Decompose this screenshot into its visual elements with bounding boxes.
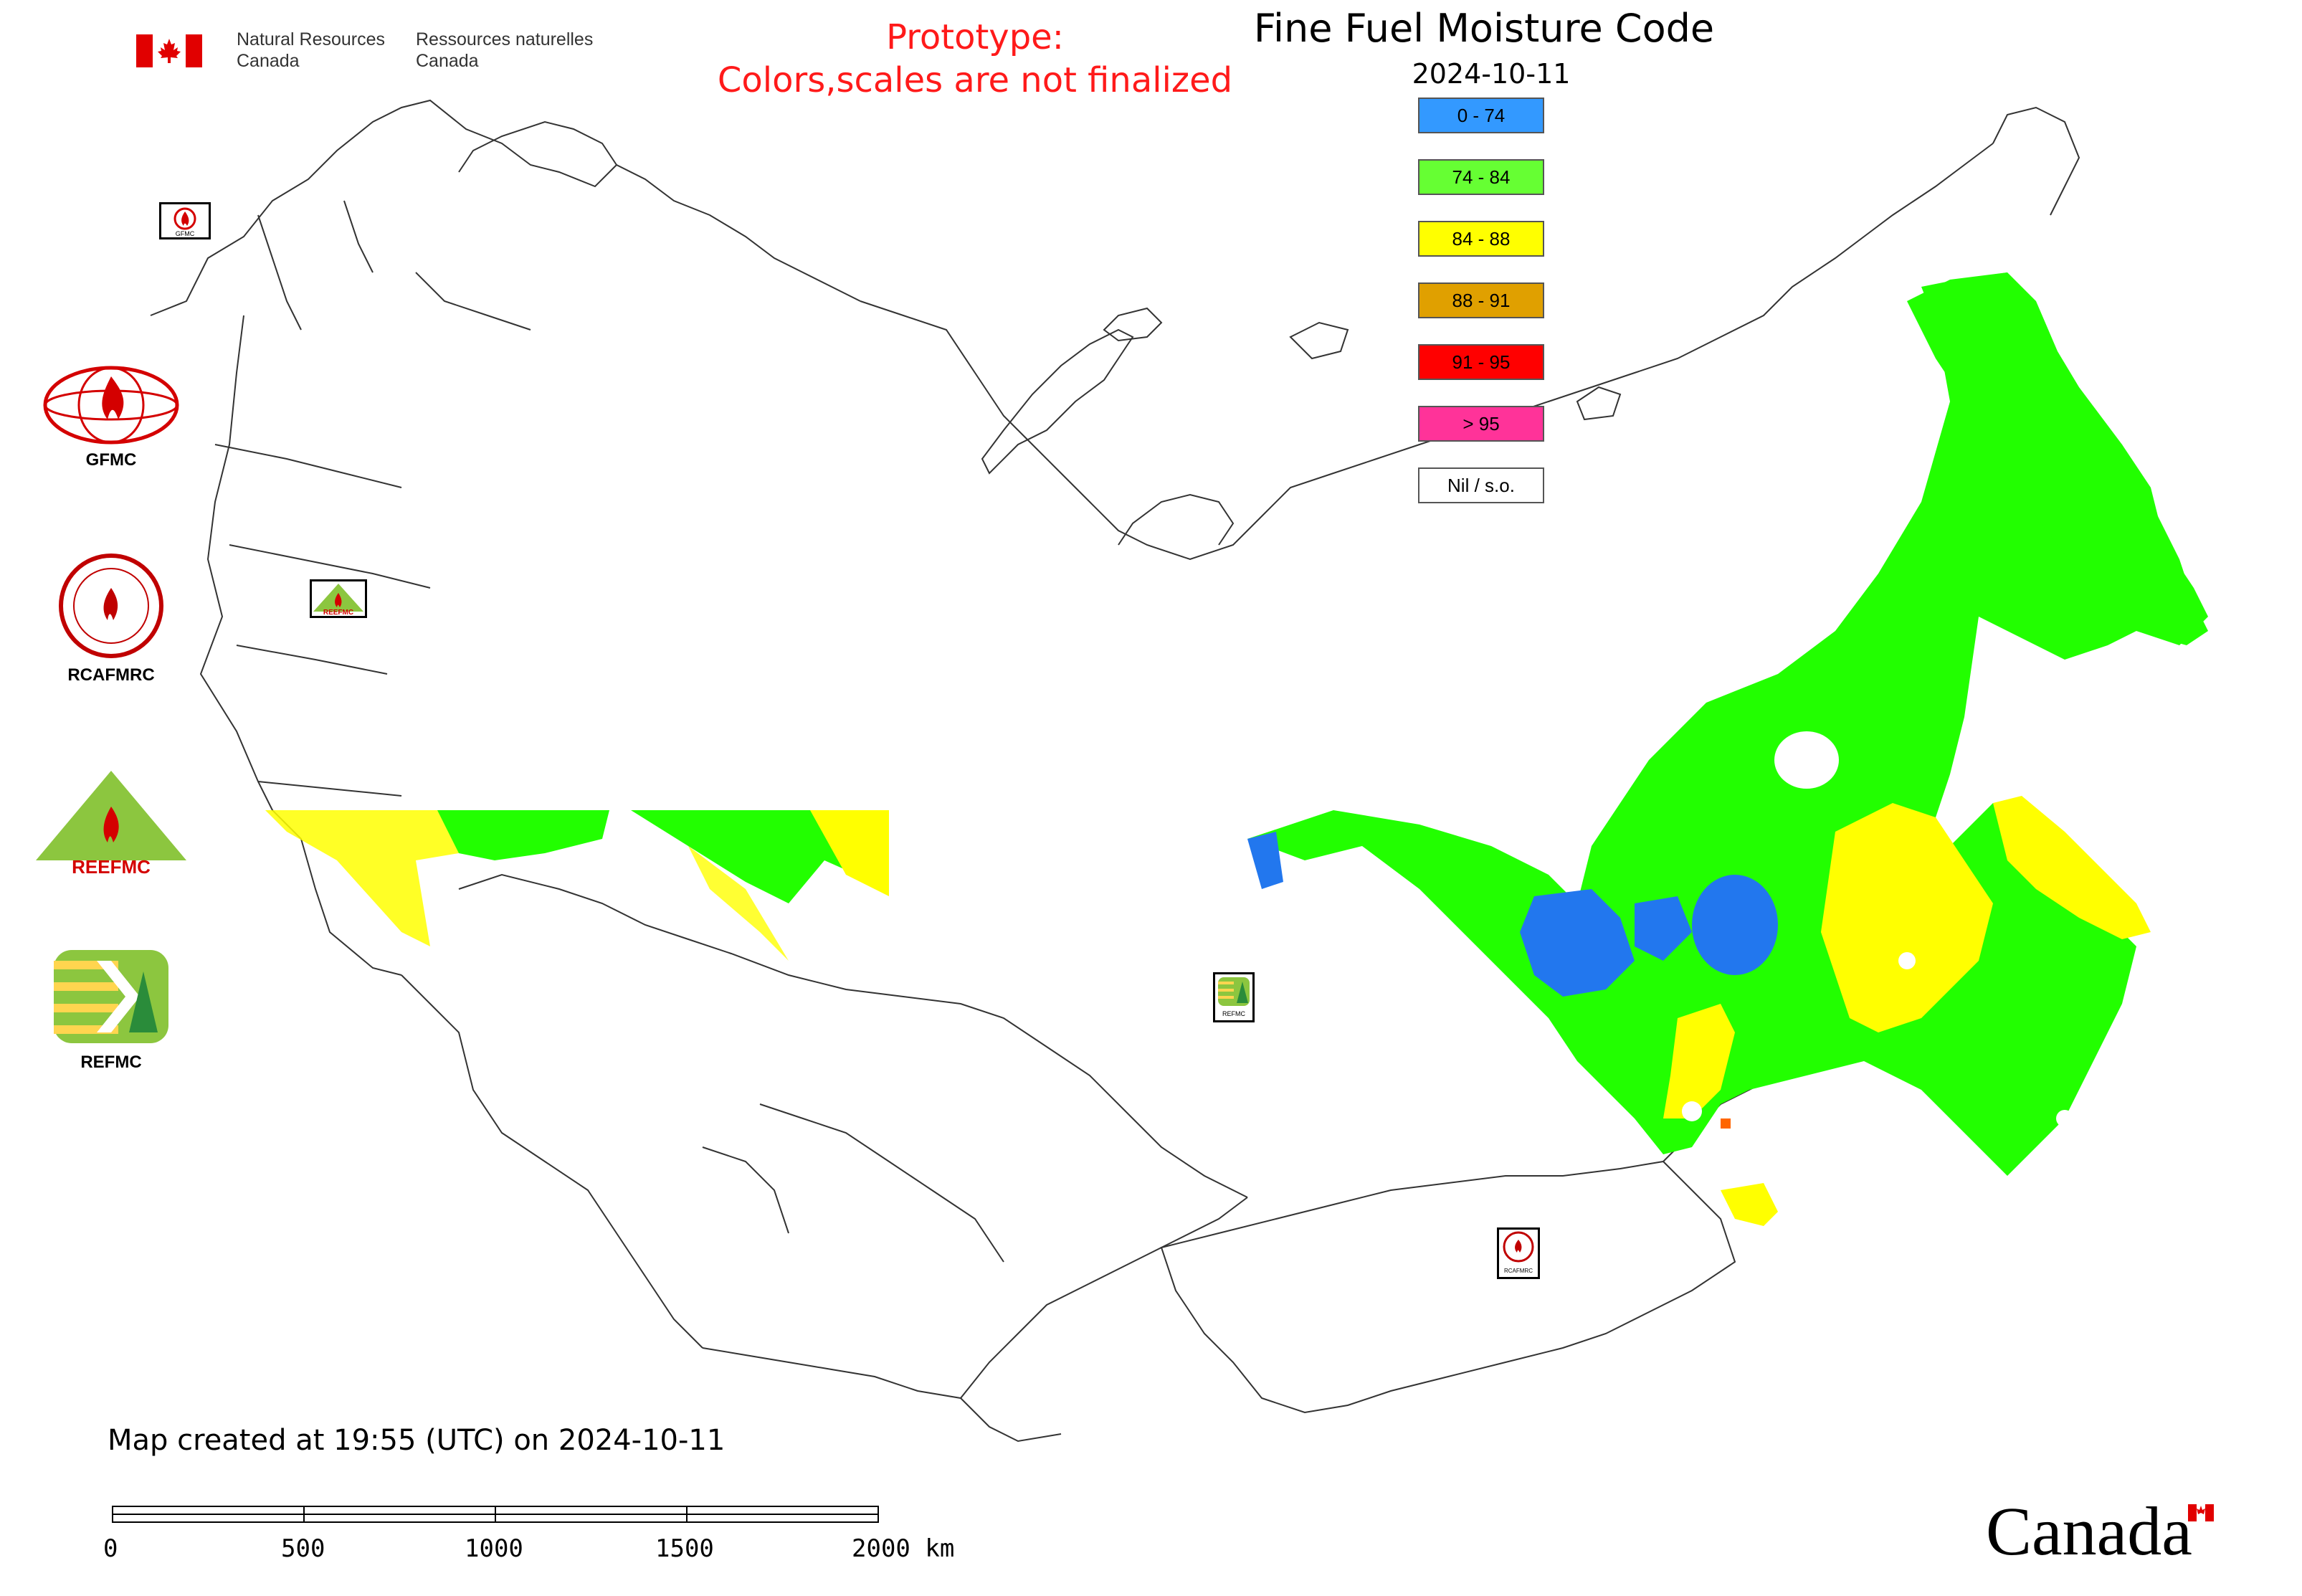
side-logo-gfmc-label: GFMC — [85, 450, 137, 470]
scale-label-1500: 1500 — [655, 1534, 714, 1563]
prototype-notice-line2: Colors,scales are not finalized — [717, 60, 1233, 100]
signature-english-line2: Canada — [237, 51, 300, 71]
prototype-notice: Prototype: Colors,scales are not finaliz… — [631, 16, 1319, 102]
gfmc-marker-icon: GFMC — [173, 207, 196, 237]
refmc-marker-text: REFMC — [1222, 1010, 1245, 1017]
scale-label-2000: 2000 km — [852, 1534, 955, 1563]
reefmc-map-marker[interactable]: REEFMC — [310, 579, 367, 618]
gfmc-map-marker[interactable]: GFMC — [159, 202, 211, 239]
map-title: Fine Fuel Moisture Code — [1253, 6, 1715, 51]
legend-item-nil: Nil / s.o. — [1418, 467, 1544, 503]
refmc-map-marker[interactable]: REFMC — [1213, 972, 1255, 1022]
canada-wordmark-logo: Canada — [1986, 1493, 2214, 1569]
scale-label-500: 500 — [281, 1534, 325, 1563]
rcafmrc-marker-icon: RCAFMRC — [1503, 1231, 1534, 1274]
signature-french-line2: Canada — [416, 51, 479, 71]
reefmc-triangle-icon: REEFMC — [36, 771, 186, 878]
signature-french-line1: Ressources naturelles — [416, 29, 594, 49]
reefmc-marker-text: REEFMC — [323, 609, 353, 616]
rcafmrc-map-marker[interactable]: RCAFMRC — [1497, 1227, 1540, 1279]
wordmark-flag-icon — [2188, 1504, 2214, 1521]
legend-item-84-88: 84 - 88 — [1418, 221, 1544, 257]
side-logo-rcafmrc: RCAFMRC — [29, 552, 194, 685]
side-logo-rcafmrc-label: RCAFMRC — [67, 665, 155, 685]
rcafmrc-seal-icon — [59, 554, 163, 658]
side-logo-reefmc: REEFMC — [29, 767, 194, 880]
legend-item-91-95: 91 - 95 — [1418, 344, 1544, 380]
moisture-raster — [265, 272, 2208, 1226]
legend-item-88-91: 88 - 91 — [1418, 282, 1544, 318]
canada-wordmark: Canada — [1986, 1491, 2222, 1570]
legend-item-0-74: 0 - 74 — [1418, 98, 1544, 133]
side-logo-refmc: REFMC — [29, 946, 194, 1073]
rcafmrc-marker-text: RCAFMRC — [1504, 1268, 1533, 1274]
reefmc-logo-text: REEFMC — [72, 856, 151, 875]
scale-bar — [112, 1506, 879, 1523]
map-created-text: Map created at 19:55 (UTC) on 2024-10-11 — [108, 1424, 726, 1457]
legend-item-gt-95: > 95 — [1418, 406, 1544, 442]
signature-english: Natural Resources Canada — [237, 29, 385, 72]
side-logo-refmc-label: REFMC — [80, 1053, 142, 1072]
signature-english-line1: Natural Resources — [237, 29, 386, 49]
canada-wordmark-text: Canada — [1986, 1493, 2192, 1569]
gfmc-marker-text: GFMC — [176, 230, 195, 237]
reefmc-marker-icon: REEFMC — [313, 584, 363, 617]
refmc-sigma-icon — [54, 950, 168, 1043]
legend-item-74-84: 74 - 84 — [1418, 159, 1544, 195]
canada-flag-icon — [136, 34, 202, 67]
country-borders — [150, 99, 2080, 1443]
map-date: 2024-10-11 — [1412, 58, 1571, 90]
gfmc-globe-flame-icon — [43, 366, 179, 445]
side-logo-gfmc: GFMC — [29, 366, 194, 470]
refmc-marker-icon: REFMC — [1218, 977, 1250, 1017]
signature-french: Ressources naturelles Canada — [416, 29, 593, 72]
scale-label-0: 0 — [103, 1534, 118, 1563]
scale-label-1000: 1000 — [465, 1534, 523, 1563]
prototype-notice-line1: Prototype: — [886, 17, 1064, 57]
